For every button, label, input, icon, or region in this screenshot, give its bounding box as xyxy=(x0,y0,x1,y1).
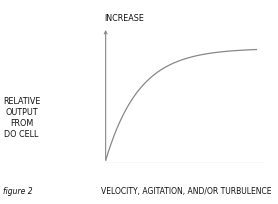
Text: figure 2: figure 2 xyxy=(3,187,33,196)
Text: VELOCITY, AGITATION, AND/OR TURBULENCE: VELOCITY, AGITATION, AND/OR TURBULENCE xyxy=(101,187,272,196)
Text: INCREASE: INCREASE xyxy=(104,14,144,23)
Text: RELATIVE
OUTPUT
FROM
DO CELL: RELATIVE OUTPUT FROM DO CELL xyxy=(3,97,40,140)
